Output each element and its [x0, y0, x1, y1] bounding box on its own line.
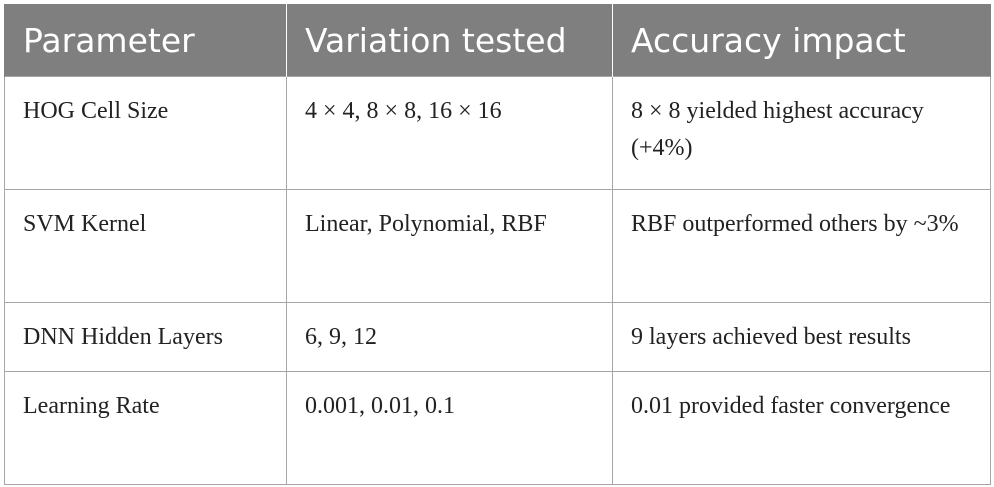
table-row: Learning Rate 0.001, 0.01, 0.1 0.01 prov…	[4, 371, 991, 485]
cell-impact: 9 layers achieved best results	[612, 302, 991, 372]
table-row: SVM Kernel Linear, Polynomial, RBF RBF o…	[4, 189, 991, 303]
cell-variation: Linear, Polynomial, RBF	[286, 189, 613, 303]
cell-impact: RBF outperformed others by ~3%	[612, 189, 991, 303]
cell-parameter: Learning Rate	[4, 371, 287, 485]
cell-parameter: HOG Cell Size	[4, 76, 287, 190]
cell-impact: 0.01 provided faster convergence	[612, 371, 991, 485]
cell-parameter: DNN Hidden Layers	[4, 302, 287, 372]
cell-parameter: SVM Kernel	[4, 189, 287, 303]
header-row: Parameter Variation tested Accuracy impa…	[4, 4, 991, 77]
table-row: HOG Cell Size 4 × 4, 8 × 8, 16 × 16 8 × …	[4, 76, 991, 190]
table-row: DNN Hidden Layers 6, 9, 12 9 layers achi…	[4, 302, 991, 372]
header-accuracy-impact: Accuracy impact	[612, 4, 991, 77]
table-body: HOG Cell Size 4 × 4, 8 × 8, 16 × 16 8 × …	[4, 76, 991, 485]
cell-variation: 0.001, 0.01, 0.1	[286, 371, 613, 485]
cell-variation: 6, 9, 12	[286, 302, 613, 372]
cell-impact: 8 × 8 yielded highest accuracy (+4%)	[612, 76, 991, 190]
table-header: Parameter Variation tested Accuracy impa…	[4, 4, 991, 77]
results-table-container: Parameter Variation tested Accuracy impa…	[4, 4, 991, 485]
header-variation-tested: Variation tested	[286, 4, 613, 77]
header-parameter: Parameter	[4, 4, 287, 77]
parameter-sensitivity-table: Parameter Variation tested Accuracy impa…	[4, 4, 991, 485]
cell-variation: 4 × 4, 8 × 8, 16 × 16	[286, 76, 613, 190]
